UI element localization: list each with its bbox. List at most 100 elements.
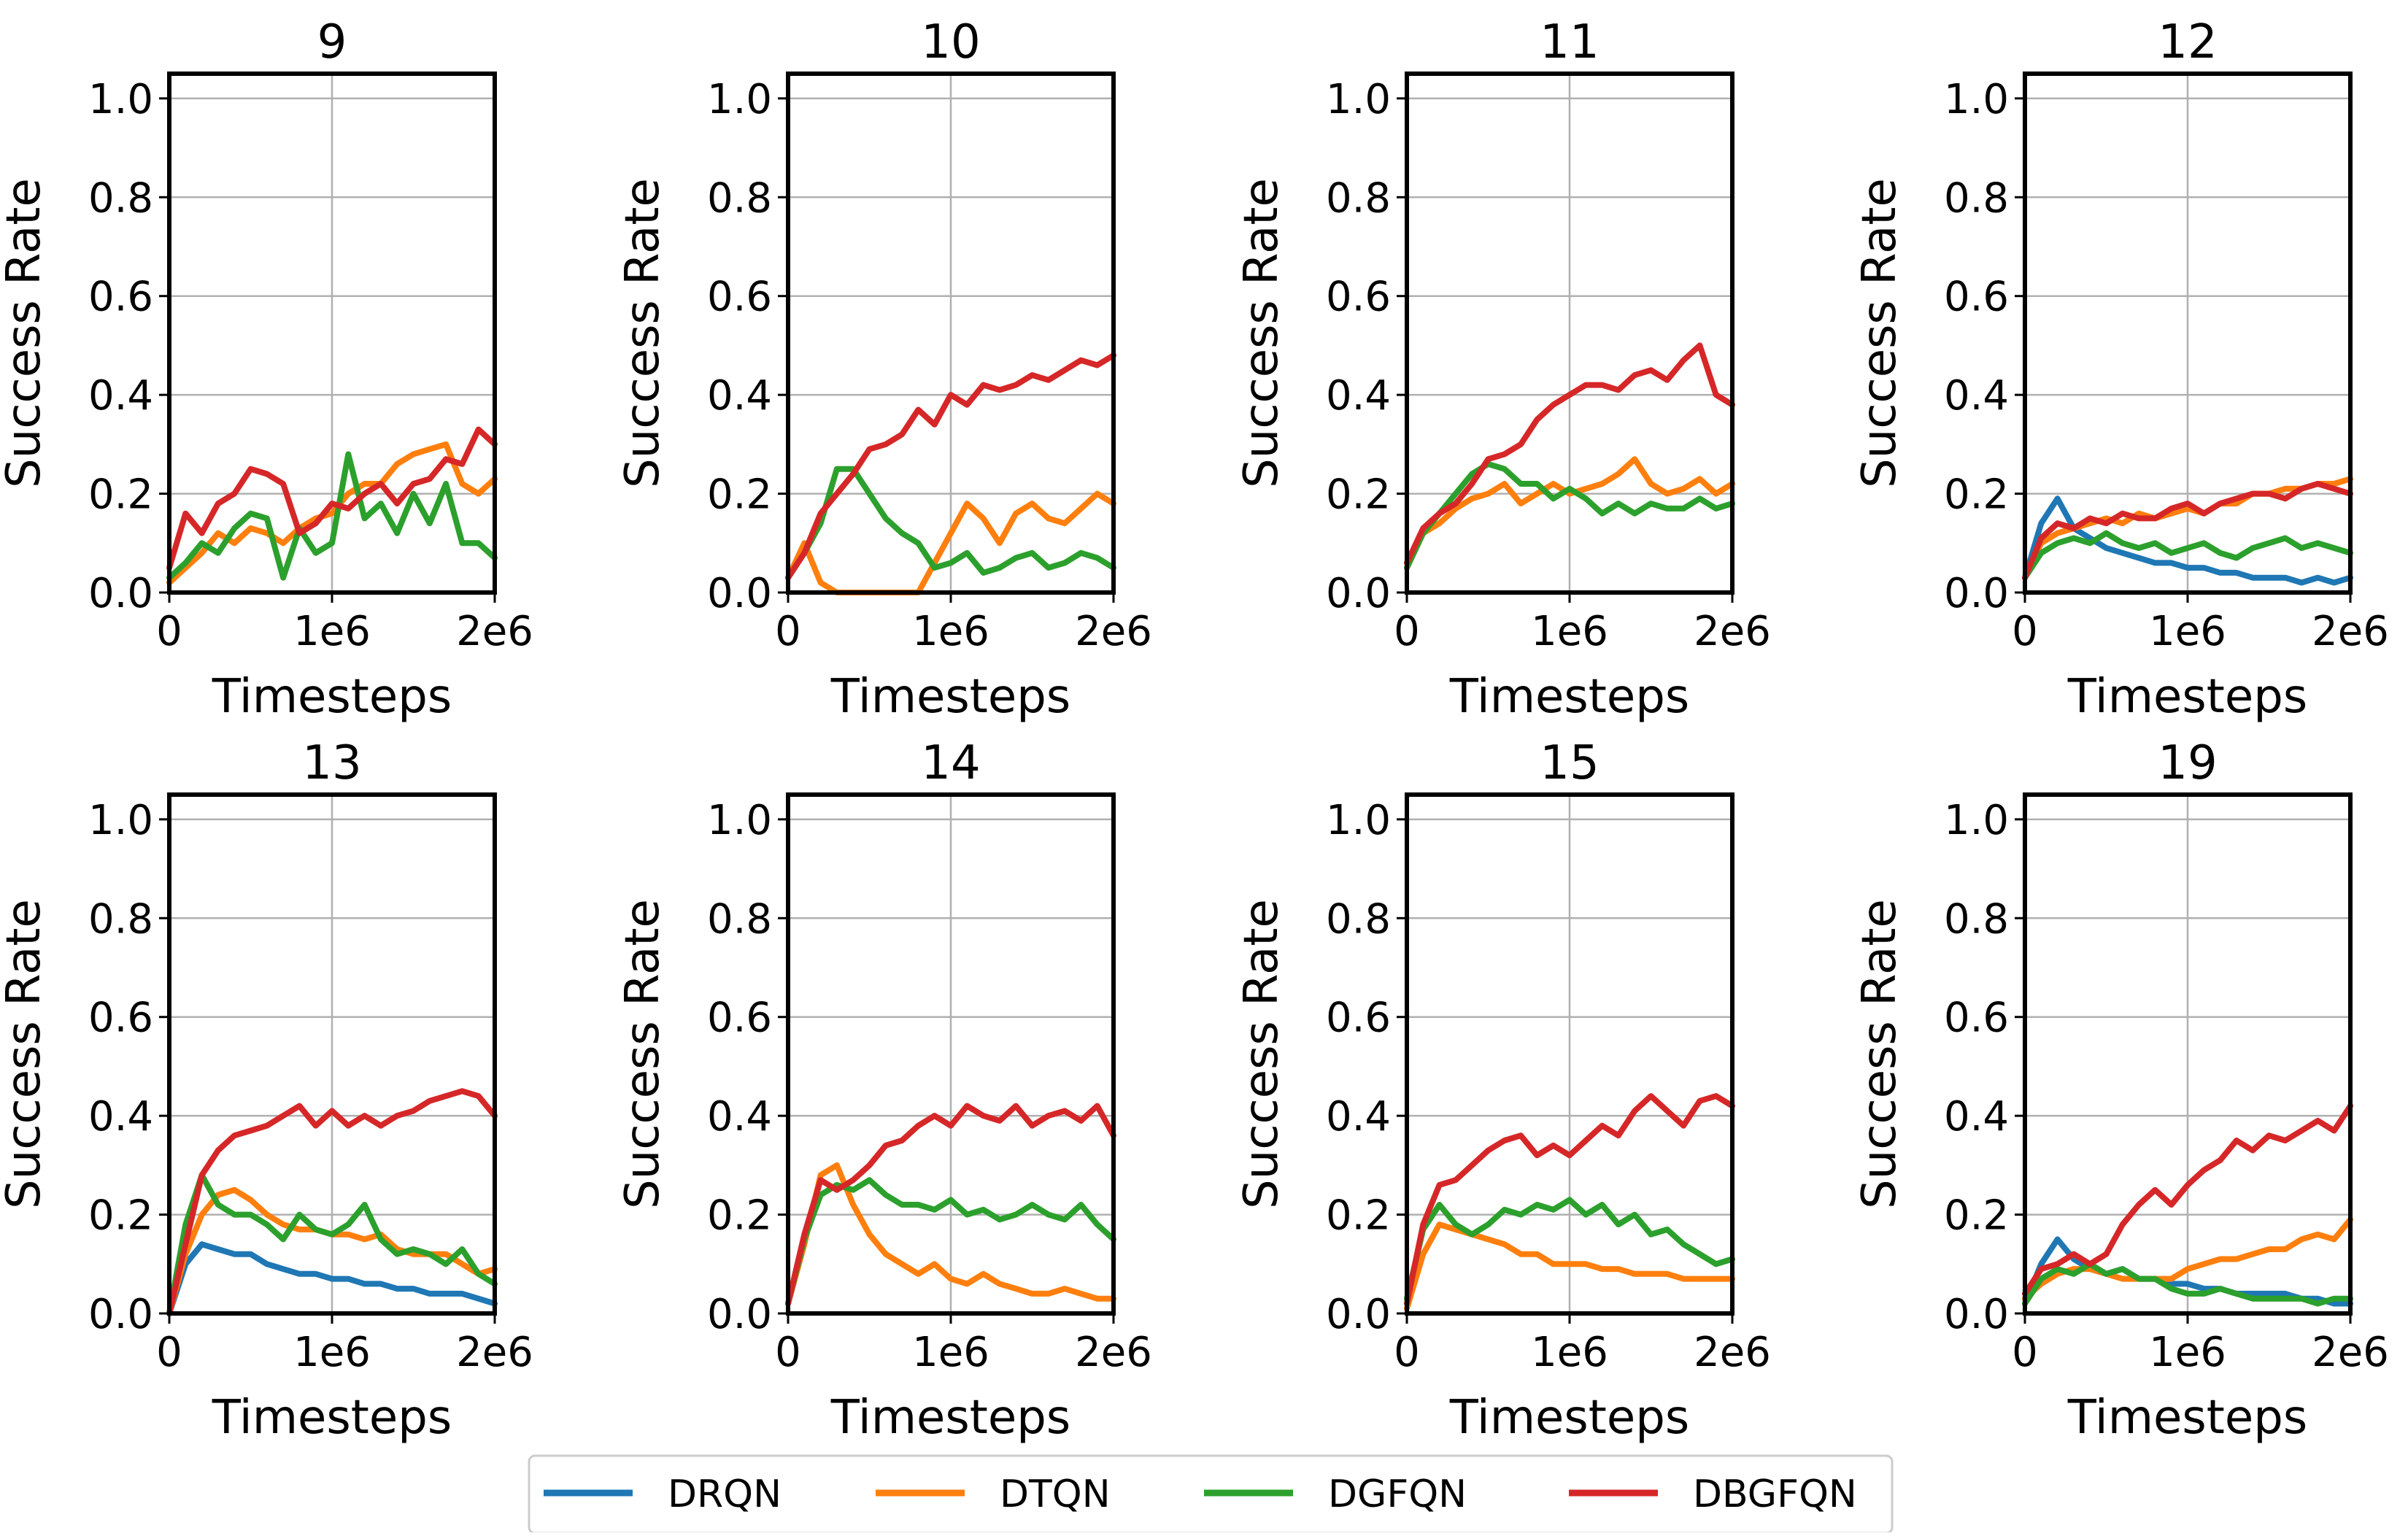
- y-tick-label: 0.0: [1944, 570, 2009, 617]
- y-axis-label: Success Rate: [1853, 178, 1907, 488]
- y-tick-label: 0.4: [1944, 1093, 2009, 1141]
- y-tick-label: 0.0: [1326, 1291, 1391, 1338]
- y-tick-label: 1.0: [1326, 76, 1391, 123]
- panel-19: 0 1e6 2e6 0.0 0.2 0.4 0.6 0.8 1.0 19 Timesteps Succ…: [1853, 736, 2389, 1445]
- x-tick-label: 0: [156, 608, 182, 655]
- y-axis-label: Success Rate: [0, 178, 51, 488]
- y-tick-label: 0.2: [1326, 471, 1391, 519]
- panel-title: 12: [2158, 15, 2217, 69]
- x-tick-label: 2e6: [456, 608, 533, 655]
- panel-11: 0 1e6 2e6 0.0 0.2 0.4 0.6 0.8 1.0 11 Timesteps Succ…: [1235, 15, 1771, 724]
- panel-title: 14: [921, 736, 980, 790]
- legend-label-drqn: DRQN: [668, 1473, 782, 1516]
- y-tick-label: 0.6: [1944, 274, 2009, 321]
- y-tick-label: 0.2: [88, 471, 153, 519]
- panel-15: 0 1e6 2e6 0.0 0.2 0.4 0.6 0.8 1.0 15 Timesteps Succ…: [1235, 736, 1771, 1445]
- x-tick-label: 1e6: [1531, 608, 1608, 655]
- y-tick-label: 0.2: [88, 1192, 153, 1240]
- y-tick-label: 0.2: [707, 1192, 772, 1240]
- x-axis-label: Timesteps: [2067, 670, 2307, 724]
- x-tick-label: 2e6: [2312, 1329, 2389, 1376]
- x-tick-label: 1e6: [2149, 608, 2226, 655]
- y-tick-label: 0.8: [88, 895, 153, 943]
- series-line-dgfqn: [2022, 1261, 2353, 1307]
- panel-title: 15: [1540, 736, 1599, 790]
- x-axis-label: Timesteps: [830, 1391, 1070, 1445]
- y-tick-label: 0.8: [1944, 895, 2009, 943]
- legend-label-dbgfqn: DBGFQN: [1693, 1473, 1857, 1516]
- y-tick-label: 0.8: [1944, 174, 2009, 222]
- y-tick-label: 0.2: [1944, 471, 2009, 519]
- y-tick-label: 0.4: [88, 1093, 153, 1141]
- legend-label-dgfqn: DGFQN: [1328, 1473, 1467, 1516]
- y-tick-label: 0.6: [1326, 995, 1391, 1042]
- series-line-dtqn: [166, 441, 498, 586]
- series-line-dbgfqn: [2022, 1103, 2353, 1297]
- x-tick-label: 2e6: [456, 1329, 533, 1376]
- x-tick-label: 1e6: [293, 608, 371, 655]
- y-tick-label: 0.4: [1326, 1093, 1391, 1141]
- series-line-dbgfqn: [1404, 342, 1735, 566]
- x-axis-label: Timesteps: [1449, 670, 1689, 724]
- y-axis-label: Success Rate: [1235, 178, 1289, 488]
- series-line-dgfqn: [166, 451, 498, 581]
- panel-9: 0 1e6 2e6 0.0 0.2 0.4 0.6 0.8 1.0 9 Timesteps Succe…: [0, 15, 533, 724]
- x-tick-label: 2e6: [2312, 608, 2389, 655]
- y-tick-label: 0.6: [707, 274, 772, 321]
- x-tick-label: 0: [156, 1329, 182, 1376]
- panel-title: 10: [921, 15, 980, 69]
- legend-label-dtqn: DTQN: [1000, 1473, 1111, 1516]
- y-axis-label: Success Rate: [616, 178, 670, 488]
- y-tick-label: 0.8: [88, 174, 153, 222]
- x-tick-label: 2e6: [1075, 1329, 1152, 1376]
- x-axis-label: Timesteps: [1449, 1391, 1689, 1445]
- y-tick-label: 0.6: [1944, 995, 2009, 1042]
- series-line-dbgfqn: [166, 1088, 498, 1316]
- series-line-dgfqn: [166, 1172, 498, 1316]
- x-tick-label: 0: [775, 1329, 801, 1376]
- y-tick-label: 1.0: [707, 797, 772, 844]
- y-axis-label: Success Rate: [1235, 899, 1289, 1209]
- series-line-dbgfqn: [2022, 481, 2353, 581]
- y-tick-label: 0.4: [88, 372, 153, 420]
- x-tick-label: 2e6: [1075, 608, 1152, 655]
- series-line-dtqn: [1404, 456, 1735, 571]
- panel-13: 0 1e6 2e6 0.0 0.2 0.4 0.6 0.8 1.0 13 Timesteps Succ…: [0, 736, 533, 1445]
- y-tick-label: 0.6: [1326, 274, 1391, 321]
- x-tick-label: 1e6: [2149, 1329, 2226, 1376]
- x-tick-label: 1e6: [1531, 1329, 1608, 1376]
- x-tick-label: 1e6: [293, 1329, 371, 1376]
- series-line-dgfqn: [2022, 530, 2353, 581]
- x-tick-label: 0: [1394, 1329, 1420, 1376]
- series-line-dbgfqn: [785, 352, 1116, 581]
- series-line-drqn: [166, 1241, 498, 1316]
- y-tick-label: 1.0: [88, 797, 153, 844]
- panel-title: 19: [2158, 736, 2217, 790]
- y-tick-label: 0.4: [1944, 372, 2009, 420]
- x-tick-label: 0: [2012, 608, 2038, 655]
- y-tick-label: 0.6: [88, 274, 153, 321]
- x-tick-label: 2e6: [1694, 1329, 1771, 1376]
- x-tick-label: 2e6: [1694, 608, 1771, 655]
- series-line-dgfqn: [1404, 1197, 1735, 1302]
- x-axis-label: Timesteps: [212, 1391, 452, 1445]
- x-tick-label: 0: [1394, 608, 1420, 655]
- y-tick-label: 0.8: [1326, 174, 1391, 222]
- y-tick-label: 0.2: [1944, 1192, 2009, 1240]
- y-axis-label: Success Rate: [616, 899, 670, 1209]
- y-tick-label: 0.2: [1326, 1192, 1391, 1240]
- y-tick-label: 0.4: [707, 372, 772, 420]
- y-tick-label: 0.2: [707, 471, 772, 519]
- legend: DRQN DTQN DGFQN DBGFQN: [528, 1454, 1894, 1535]
- x-tick-label: 1e6: [912, 1329, 989, 1376]
- y-tick-label: 1.0: [88, 76, 153, 123]
- x-axis-label: Timesteps: [830, 670, 1070, 724]
- series-line-dbgfqn: [1404, 1093, 1735, 1307]
- y-tick-label: 0.0: [88, 1291, 153, 1338]
- x-tick-label: 1e6: [912, 608, 989, 655]
- y-tick-label: 0.4: [707, 1093, 772, 1141]
- y-tick-label: 0.0: [707, 570, 772, 617]
- y-tick-label: 0.6: [707, 995, 772, 1042]
- panel-10: 0 1e6 2e6 0.0 0.2 0.4 0.6 0.8 1.0 10 Timesteps Succ…: [616, 15, 1152, 724]
